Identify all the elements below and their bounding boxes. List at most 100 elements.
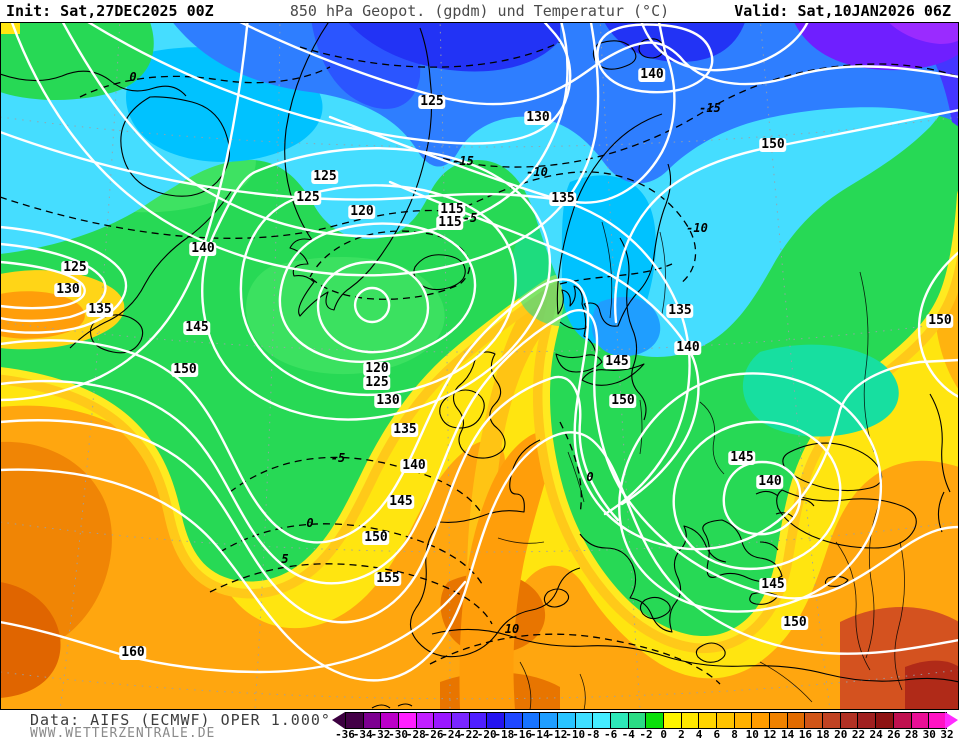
- geopotential-contour-label: 125: [363, 375, 391, 390]
- colorbar-tick: -20: [476, 728, 497, 741]
- isotherm-label: -10: [526, 165, 548, 179]
- colorbar-tick: -36: [335, 728, 355, 741]
- geopotential-contour-label: 140: [638, 67, 666, 82]
- geopotential-contour-label: 135: [666, 303, 694, 318]
- colorbar-cell: [381, 713, 400, 728]
- colorbar-cell: [770, 713, 788, 728]
- colorbar-cell: [505, 713, 523, 728]
- colorbar-cell: [611, 713, 629, 728]
- geopotential-contour-label: 140: [756, 474, 784, 489]
- isotherm-label: -15: [452, 154, 474, 168]
- colorbar-tick: -32: [370, 728, 391, 741]
- colorbar-cell: [734, 713, 753, 728]
- colorbar-cell: [805, 713, 824, 728]
- colorbar-tick: -28: [405, 728, 426, 741]
- colorbar-cell: [752, 713, 771, 728]
- colorbar-cell: [664, 713, 682, 728]
- colorbar-cell: [840, 713, 859, 728]
- isotherm-label: -5: [462, 211, 478, 225]
- isotherm-label: -5: [330, 451, 346, 465]
- valid-time-label: Valid: Sat,10JAN2026 06Z: [734, 2, 951, 20]
- contour-label-layer: 125 140 130 150 125 125 135 120 115 115 140 125 130 1…: [0, 22, 959, 710]
- footer-bar: Data: AIFS (ECMWF) OPER 1.000° WWW.WETTE…: [0, 710, 959, 741]
- geopotential-contour-label: 125: [418, 94, 446, 109]
- colorbar-cell: [699, 713, 718, 728]
- map-title: 850 hPa Geopot. (gpdm) und Temperatur (°…: [289, 2, 670, 20]
- geopotential-contour-label: 145: [183, 320, 211, 335]
- colorbar-tick: 2: [678, 728, 685, 741]
- colorbar-tick: -18: [494, 728, 515, 741]
- geopotential-contour-label: 150: [759, 137, 787, 152]
- colorbar-tick: -24: [441, 728, 462, 741]
- colorbar-cell: [434, 713, 453, 728]
- geopotential-contour-label: 120: [348, 204, 376, 219]
- geopotential-contour-label: 150: [926, 313, 954, 328]
- website-label: WWW.WETTERZENTRALE.DE: [30, 726, 216, 741]
- geopotential-contour-label: 140: [189, 241, 217, 256]
- colorbar-tick: 16: [798, 728, 812, 741]
- colorbar-tick: -2: [639, 728, 653, 741]
- geopotential-contour-label: 145: [728, 450, 756, 465]
- colorbar-tick: 32: [940, 728, 954, 741]
- colorbar-tick: -34: [352, 728, 373, 741]
- colorbar-tick: 0: [660, 728, 668, 741]
- colorbar-left-arrow-icon: [332, 712, 345, 729]
- colorbar-cell: [346, 713, 364, 728]
- colorbar-tick: -4: [621, 728, 635, 741]
- isotherm-label: 10: [504, 622, 520, 636]
- colorbar-cell: [717, 713, 735, 728]
- coastlines: [0, 22, 959, 709]
- colorbar-cell: [911, 713, 930, 728]
- geopotential-contour-label: 130: [374, 393, 402, 408]
- isotherm-label: 5: [281, 552, 289, 566]
- colorbar-cell: [929, 713, 946, 728]
- colorbar-cells: [345, 712, 947, 729]
- colorbar-tick: 22: [851, 728, 866, 741]
- colorbar-tick: -30: [388, 728, 409, 741]
- colorbar-cell: [416, 713, 435, 728]
- geopotential-contour-label: 150: [362, 530, 390, 545]
- colorbar-cell: [858, 713, 877, 728]
- geopotential-contour-label: 150: [171, 362, 199, 377]
- colorbar-cell: [452, 713, 470, 728]
- isotherm-label: -10: [686, 221, 708, 235]
- colorbar-tick: 26: [887, 728, 901, 741]
- colorbar-tick: 6: [713, 728, 721, 741]
- geopotential-contour-label: 135: [391, 422, 419, 437]
- colorbar-tick: -6: [603, 728, 618, 741]
- colorbar-tick: 14: [781, 728, 795, 741]
- geopotential-contour-label: 130: [54, 282, 82, 297]
- colorbar-tick: 10: [745, 728, 759, 741]
- geopotential-contour-label: 125: [294, 190, 322, 205]
- geopotential-contour-label: 140: [400, 458, 428, 473]
- header-bar: Init: Sat,27DEC2025 00Z 850 hPa Geopot. …: [0, 0, 959, 22]
- colorbar-cell: [628, 713, 647, 728]
- colorbar-cell: [558, 713, 576, 728]
- colorbar-cell: [876, 713, 894, 728]
- colorbar-tick: 4: [695, 728, 703, 741]
- colorbar-tick: 24: [869, 728, 883, 741]
- colorbar-cell: [646, 713, 665, 728]
- geopotential-contour-label: 150: [781, 615, 809, 630]
- geopotential-contour-label: 125: [311, 169, 339, 184]
- colorbar-tick: -26: [423, 728, 444, 741]
- isotherm-label: 0: [129, 70, 137, 84]
- geopotential-contour-label: 155: [374, 571, 402, 586]
- colorbar-cell: [593, 713, 612, 728]
- colorbar-tick: -12: [547, 728, 568, 741]
- data-source-label: Data: AIFS (ECMWF) OPER 1.000°: [30, 711, 331, 729]
- isotherm-label: 0: [306, 516, 314, 530]
- colorbar-cell: [575, 713, 594, 728]
- geopotential-contour-label: 145: [759, 577, 787, 592]
- geopotential-contour-label: 125: [61, 260, 89, 275]
- isotherm-label: 0: [586, 470, 594, 484]
- geopotential-contour-label: 115: [436, 215, 464, 230]
- isotherm-label: -15: [699, 101, 721, 115]
- geopotential-contour-label: 130: [524, 110, 552, 125]
- colorbar-tick: -22: [459, 728, 479, 741]
- colorbar-cell: [469, 713, 488, 728]
- colorbar-tick: -16: [512, 728, 532, 741]
- init-time-label: Init: Sat,27DEC2025 00Z: [6, 2, 214, 20]
- colorbar-cell: [823, 713, 841, 728]
